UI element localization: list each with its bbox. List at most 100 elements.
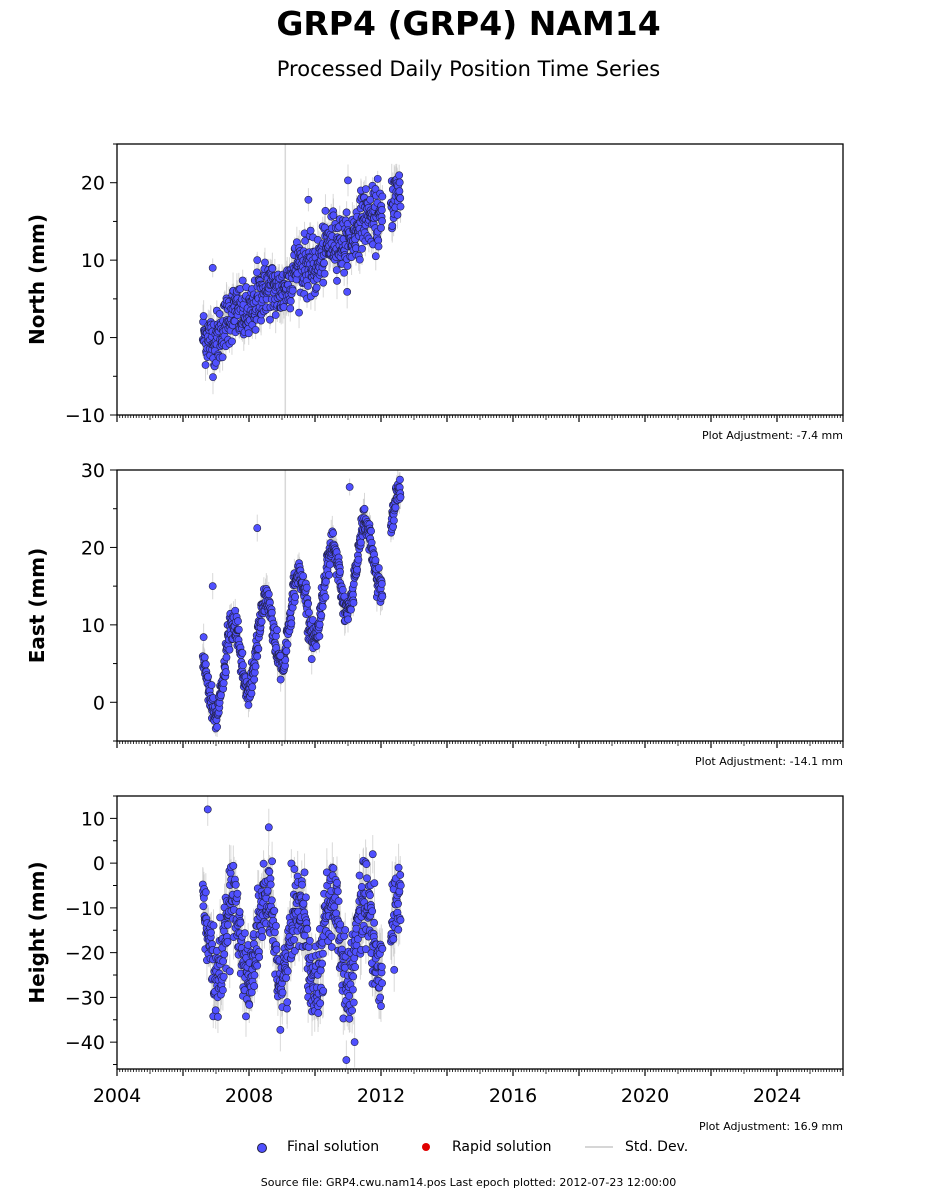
final-solution-point: [345, 991, 353, 1000]
final-solution-point: [305, 936, 314, 945]
final-solution-point: [276, 675, 285, 684]
x-axis-ticks: [116, 741, 844, 748]
final-solution-point: [312, 283, 321, 292]
final-solution-point: [272, 945, 281, 954]
final-solution-point: [361, 945, 370, 954]
final-solution-point: [322, 577, 330, 586]
final-solution-point: [238, 649, 247, 657]
final-solution-point: [233, 889, 242, 898]
final-solution-point: [321, 593, 330, 601]
final-solution-point: [225, 645, 234, 654]
final-solution-point: [395, 171, 404, 180]
final-solution-points: [198, 475, 405, 733]
final-solution-point: [276, 651, 285, 660]
final-solution-point: [267, 896, 276, 905]
plot-frame: [116, 469, 844, 742]
plot-area: [198, 144, 405, 415]
final-solution-point: [263, 886, 272, 895]
final-solution-point: [219, 972, 228, 981]
final-solution-point: [390, 516, 398, 525]
plot-frame: [116, 143, 844, 416]
final-solution-point: [251, 325, 260, 334]
final-solution-point: [361, 185, 370, 194]
panel-1: −10 0 10 20 North (mm) Plot Adjustment: -7.4 …: [25, 143, 844, 442]
final-solution-point: [283, 640, 292, 649]
final-solution-point: [258, 933, 267, 942]
final-solution-point: [338, 585, 347, 594]
final-solution-point: [317, 611, 326, 620]
y-axis-title: North (mm): [25, 214, 49, 345]
final-solution-point: [208, 582, 217, 591]
final-solution-point: [377, 962, 386, 971]
final-solution-point: [348, 1006, 357, 1015]
final-solution-point: [344, 615, 352, 624]
final-solution-point: [225, 967, 234, 976]
final-solution-point: [349, 985, 357, 994]
final-solution-point: [234, 617, 242, 626]
final-solution-point: [286, 304, 295, 313]
final-solution-point: [290, 935, 298, 944]
final-solution-point: [199, 633, 208, 642]
final-solution-point: [366, 195, 375, 204]
final-solution-point: [270, 906, 279, 915]
final-solution-point: [223, 937, 232, 946]
final-solution-point: [396, 493, 405, 502]
x-axis-ticks: [116, 1069, 844, 1076]
final-solution-point: [347, 605, 355, 614]
final-solution-point: [282, 974, 291, 982]
final-solution-point: [374, 242, 383, 251]
final-solution-point: [247, 689, 256, 698]
final-solution-point: [218, 986, 227, 995]
x-axis-ticks: [116, 415, 844, 422]
plot-area: [198, 796, 405, 1069]
final-solution-point: [200, 653, 209, 662]
final-solution-point: [377, 579, 386, 588]
final-solution-point: [316, 999, 325, 1008]
final-solution-point: [358, 244, 366, 253]
y-axis-ticks: [110, 143, 117, 416]
y-tick-label: 20: [81, 537, 105, 559]
final-solution-point: [370, 918, 379, 927]
final-solution-point: [318, 959, 327, 968]
final-solution-point: [267, 608, 276, 617]
final-solution-point: [266, 880, 275, 889]
final-solution-point: [319, 949, 327, 958]
final-solution-point: [333, 887, 342, 896]
final-solution-point: [209, 373, 217, 382]
final-solution-point: [301, 237, 309, 245]
final-solution-point: [244, 329, 253, 338]
final-solution-point: [371, 252, 380, 261]
final-solution-point: [234, 625, 243, 634]
y-tick-label: 0: [93, 328, 105, 350]
final-solution-point: [353, 935, 362, 943]
final-solution-point: [395, 187, 404, 196]
final-solution-point: [201, 888, 210, 897]
final-solution-point: [201, 361, 210, 369]
final-solution-point: [394, 863, 403, 872]
final-solution-point: [362, 860, 371, 869]
final-solution-point: [283, 967, 292, 976]
final-solution-points: [198, 805, 405, 1064]
final-solution-point: [244, 701, 253, 709]
plot-adjustment-label: Plot Adjustment: -14.1 mm: [695, 755, 843, 768]
final-solution-point: [307, 655, 316, 663]
final-solution-point: [396, 475, 404, 484]
final-solution-point: [334, 897, 343, 906]
final-solution-point: [228, 337, 236, 346]
final-solution-point: [295, 308, 303, 317]
final-solution-point: [304, 195, 313, 204]
final-solution-point: [199, 902, 208, 911]
final-solution-point: [336, 567, 344, 576]
final-solution-point: [312, 642, 321, 651]
final-solution-point: [333, 878, 341, 887]
final-solution-point: [215, 310, 224, 318]
y-tick-label: 0: [93, 692, 105, 714]
final-solution-point: [214, 1012, 222, 1021]
final-solution-point: [368, 850, 377, 859]
final-solution-point: [378, 944, 387, 953]
final-solution-point: [336, 920, 345, 929]
final-solution-point: [353, 565, 361, 574]
final-solution-point: [304, 943, 313, 951]
final-solution-point: [207, 681, 216, 689]
final-solution-point: [315, 632, 324, 641]
